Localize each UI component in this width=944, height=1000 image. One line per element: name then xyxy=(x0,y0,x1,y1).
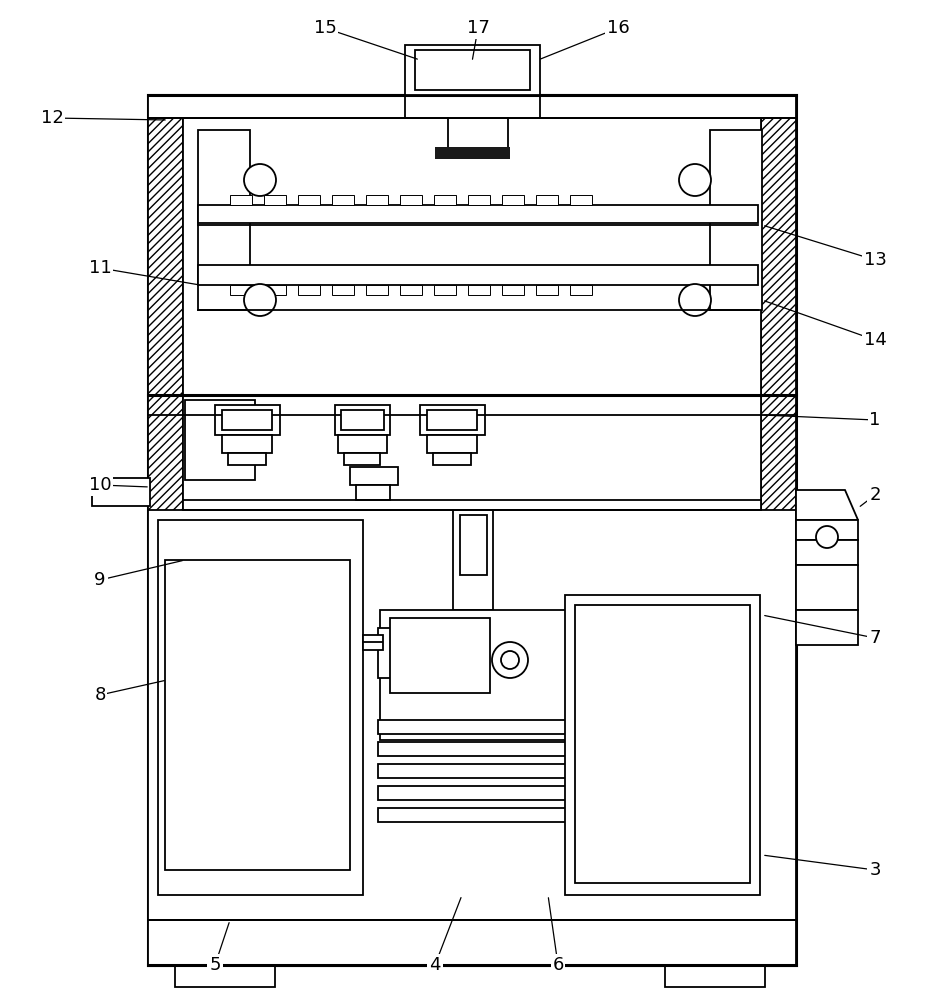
Bar xyxy=(468,285,490,295)
Bar xyxy=(433,453,471,465)
Bar xyxy=(148,510,796,920)
Bar xyxy=(460,515,487,575)
Text: 17: 17 xyxy=(466,19,489,37)
Text: 9: 9 xyxy=(94,571,106,589)
Bar xyxy=(536,195,558,205)
Bar xyxy=(575,605,750,883)
Bar xyxy=(350,467,398,485)
Bar xyxy=(570,195,592,205)
Bar xyxy=(148,920,796,965)
Polygon shape xyxy=(796,490,858,520)
Circle shape xyxy=(244,164,276,196)
Bar xyxy=(378,628,393,678)
Bar xyxy=(175,965,275,987)
Circle shape xyxy=(679,284,711,316)
Text: 6: 6 xyxy=(552,956,564,974)
Bar xyxy=(332,195,354,205)
Bar xyxy=(183,118,761,395)
Bar xyxy=(710,130,762,310)
Bar xyxy=(198,130,250,310)
Bar xyxy=(298,195,320,205)
Bar xyxy=(502,285,524,295)
Bar xyxy=(565,595,760,895)
Text: 14: 14 xyxy=(864,331,886,349)
Bar xyxy=(148,95,183,965)
Bar xyxy=(427,435,477,453)
Bar xyxy=(158,520,363,895)
Bar xyxy=(665,965,765,987)
Text: 2: 2 xyxy=(869,486,881,504)
Bar xyxy=(435,147,510,159)
Bar xyxy=(148,95,796,118)
Bar xyxy=(222,435,272,453)
Bar xyxy=(536,285,558,295)
Bar xyxy=(264,195,286,205)
Bar xyxy=(366,285,388,295)
Bar xyxy=(434,195,456,205)
Bar xyxy=(453,510,493,610)
Bar xyxy=(185,400,255,480)
Bar xyxy=(405,45,540,95)
Bar xyxy=(796,610,858,645)
Bar xyxy=(796,565,858,610)
Bar xyxy=(341,410,384,430)
Bar xyxy=(378,808,578,822)
Bar xyxy=(148,95,796,965)
Bar xyxy=(415,50,530,90)
Bar xyxy=(366,195,388,205)
Text: 16: 16 xyxy=(607,19,630,37)
Bar xyxy=(796,520,858,540)
Bar xyxy=(183,395,761,510)
Bar xyxy=(434,285,456,295)
Text: 15: 15 xyxy=(313,19,336,37)
Bar xyxy=(570,285,592,295)
Bar xyxy=(230,195,252,205)
Circle shape xyxy=(492,642,528,678)
Bar xyxy=(335,405,390,435)
Bar xyxy=(338,435,387,453)
Bar xyxy=(344,453,380,465)
Text: 4: 4 xyxy=(430,956,441,974)
Bar xyxy=(165,560,350,870)
Bar xyxy=(427,410,477,430)
Bar xyxy=(264,285,286,295)
Bar xyxy=(378,720,578,734)
Text: 5: 5 xyxy=(210,956,221,974)
Bar xyxy=(198,205,758,223)
Text: 13: 13 xyxy=(864,251,886,269)
Text: 10: 10 xyxy=(89,476,111,494)
Text: 1: 1 xyxy=(869,411,881,429)
Bar xyxy=(420,405,485,435)
Bar xyxy=(356,485,390,500)
Text: 3: 3 xyxy=(869,861,881,879)
Bar xyxy=(378,786,578,800)
Bar xyxy=(332,285,354,295)
Circle shape xyxy=(816,526,838,548)
Bar xyxy=(378,764,578,778)
Circle shape xyxy=(679,164,711,196)
Bar xyxy=(198,265,758,285)
Bar xyxy=(400,195,422,205)
Bar xyxy=(468,195,490,205)
Bar xyxy=(222,410,272,430)
Bar xyxy=(215,405,280,435)
Bar xyxy=(378,742,578,756)
Bar xyxy=(92,478,150,506)
Bar xyxy=(400,285,422,295)
Circle shape xyxy=(244,284,276,316)
Text: 12: 12 xyxy=(41,109,63,127)
Bar xyxy=(363,635,383,650)
Bar xyxy=(298,285,320,295)
Bar xyxy=(230,285,252,295)
Text: 8: 8 xyxy=(94,686,106,704)
Bar xyxy=(761,95,796,965)
Bar xyxy=(228,453,266,465)
Bar xyxy=(380,610,570,740)
Text: 7: 7 xyxy=(869,629,881,647)
Bar xyxy=(502,195,524,205)
Bar xyxy=(390,618,490,693)
Text: 11: 11 xyxy=(89,259,111,277)
Circle shape xyxy=(501,651,519,669)
Bar xyxy=(796,540,858,565)
